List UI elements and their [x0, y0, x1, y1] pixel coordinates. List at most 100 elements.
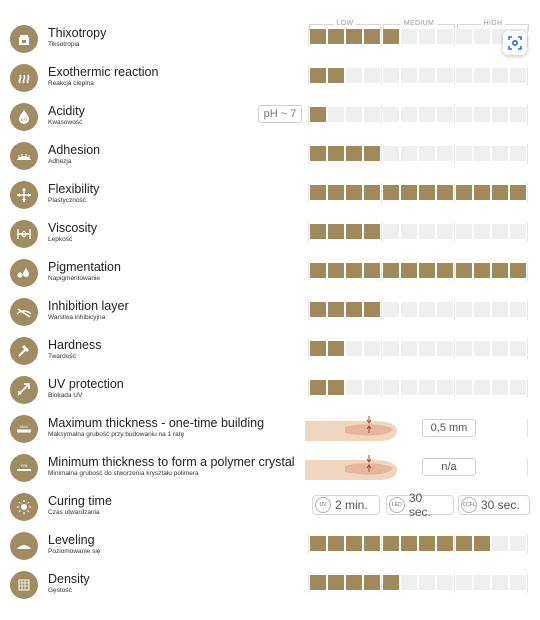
level-cell: [492, 380, 508, 395]
level-bar: [308, 222, 530, 242]
max-thickness-icon: MAX: [10, 415, 38, 443]
level-group: [308, 300, 381, 320]
curing-time-value: 30 sec.: [481, 498, 520, 512]
level-cell: [401, 341, 417, 356]
lamp-type-icon: CCFL: [461, 497, 477, 513]
property-row: Exothermic reaction Reakcja cieplna: [0, 62, 540, 98]
property-name: Adhesion: [48, 143, 101, 157]
level-cell: [474, 107, 490, 122]
level-cell: [310, 575, 326, 590]
property-subtitle: Adhezja: [48, 158, 72, 165]
property-name: Inhibition layer: [48, 299, 129, 313]
inhibition-layer-icon: [10, 298, 38, 326]
level-cell: [328, 146, 344, 161]
level-cell: [474, 341, 490, 356]
level-cell: [437, 263, 453, 278]
level-cell: [401, 380, 417, 395]
svg-text:MIN: MIN: [21, 464, 28, 468]
level-cell: [474, 575, 490, 590]
level-cell: [474, 29, 490, 44]
property-name: Pigmentation: [48, 260, 121, 274]
level-cell: [401, 302, 417, 317]
property-name: Acidity: [48, 104, 85, 118]
level-cell: [474, 380, 490, 395]
level-cell: [364, 224, 380, 239]
level-bar: [308, 66, 530, 86]
level-cell: [401, 575, 417, 590]
level-cell: [456, 146, 472, 161]
property-row: pH Acidity Kwasowość pH ~ 7: [0, 101, 540, 137]
level-cell: [328, 107, 344, 122]
level-cell: [437, 536, 453, 551]
level-cell: [364, 107, 380, 122]
level-cell: [310, 68, 326, 83]
level-cell: [383, 263, 399, 278]
level-cell: [510, 224, 526, 239]
level-group: [454, 261, 528, 281]
curing-lamp-icon: [10, 493, 38, 521]
scale-low: LOW: [308, 20, 382, 34]
level-cell: [401, 185, 417, 200]
level-cell: [437, 341, 453, 356]
level-cell: [346, 68, 362, 83]
level-group: [308, 222, 381, 242]
level-cell: [383, 575, 399, 590]
density-grid-icon: [10, 571, 38, 599]
level-cell: [510, 185, 526, 200]
level-cell: [492, 575, 508, 590]
property-name: Density: [48, 572, 90, 586]
level-cell: [419, 302, 435, 317]
level-cell: [310, 536, 326, 551]
level-cell: [492, 68, 508, 83]
expand-image-button[interactable]: [503, 31, 527, 55]
property-name: Viscosity: [48, 221, 98, 235]
level-cell: [364, 380, 380, 395]
level-cell: [310, 341, 326, 356]
viscosity-icon: [10, 220, 38, 248]
level-cell: [437, 29, 453, 44]
fingertip-illustration: [305, 452, 405, 484]
property-subtitle: Napigmentowanie: [48, 275, 101, 282]
level-cell: [437, 302, 453, 317]
level-cell: [346, 185, 362, 200]
level-cell: [328, 68, 344, 83]
level-cell: [474, 224, 490, 239]
level-cell: [456, 575, 472, 590]
curing-time-ccfl: CCFL 30 sec.: [458, 495, 530, 515]
level-cell: [510, 302, 526, 317]
property-subtitle: Czas utwardzania: [48, 509, 100, 516]
level-cell: [328, 29, 344, 44]
property-subtitle: Tiksotropia: [48, 41, 80, 48]
svg-text:pH: pH: [21, 117, 27, 123]
level-cell: [401, 224, 417, 239]
level-bar: [308, 27, 530, 47]
lamp-type-icon: LED: [389, 497, 405, 513]
level-cell: [474, 68, 490, 83]
min-thickness-icon: MIN: [10, 454, 38, 482]
level-cell: [510, 68, 526, 83]
level-cell: [492, 536, 508, 551]
level-bar: [308, 573, 530, 593]
level-group: [308, 144, 381, 164]
level-cell: [456, 302, 472, 317]
curing-time-value: 30 sec.: [408, 491, 431, 519]
level-bar: [308, 339, 530, 359]
thickness-value: n/a: [422, 458, 476, 476]
level-cell: [437, 107, 453, 122]
property-subtitle: Warstwa inhibicyjna: [48, 314, 106, 321]
property-name: Minimum thickness to form a polymer crys…: [48, 455, 295, 469]
level-cell: [474, 536, 490, 551]
heat-waves-icon: [10, 64, 38, 92]
level-group: [308, 183, 381, 203]
level-cell: [328, 341, 344, 356]
property-row: MIN Minimum thickness to form a polymer c…: [0, 452, 540, 488]
level-cell: [437, 224, 453, 239]
level-cell: [492, 302, 508, 317]
curing-time-led: LED 30 sec.: [386, 491, 454, 519]
level-cell: [437, 380, 453, 395]
level-cell: [383, 185, 399, 200]
level-cell: [456, 68, 472, 83]
level-group: [381, 27, 454, 47]
level-group: [381, 300, 454, 320]
level-group: [381, 378, 454, 398]
